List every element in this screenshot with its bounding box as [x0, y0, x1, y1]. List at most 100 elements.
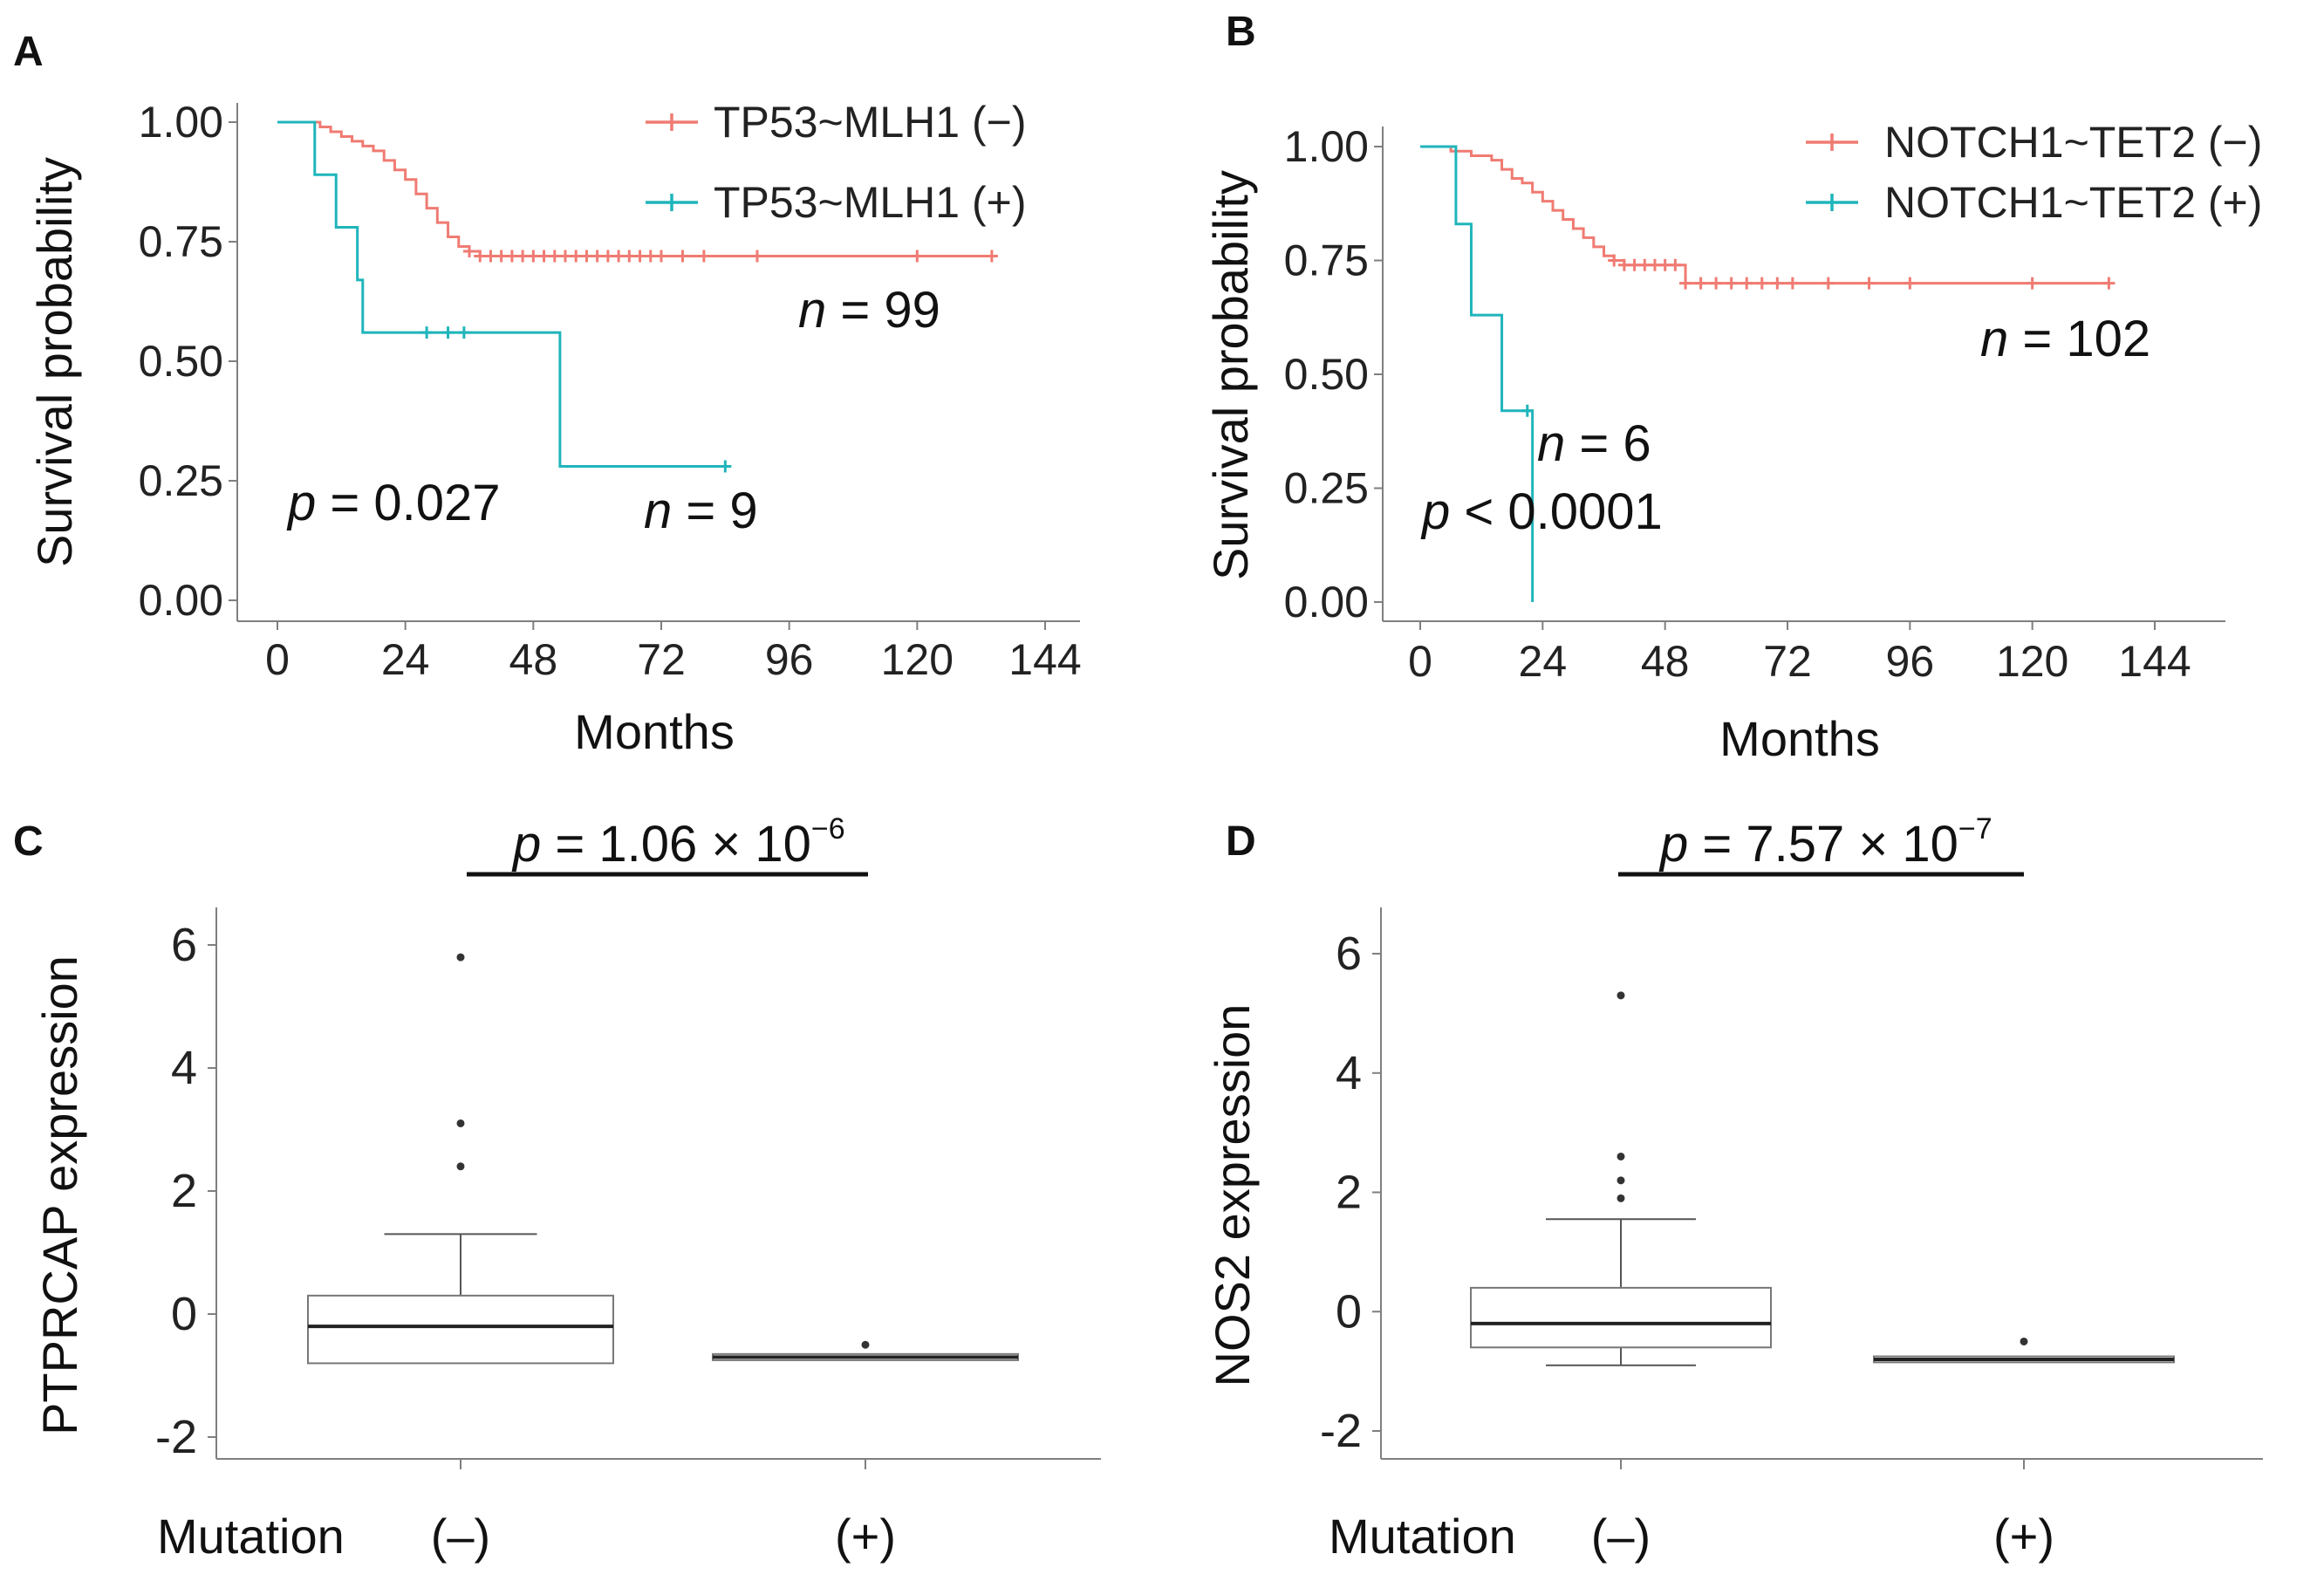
- panel-c-y-axis-title: PTPRCAP expression: [32, 955, 87, 1435]
- panel-a-y-tick-label: 0.75: [139, 217, 223, 266]
- panel-b-series-0-censor-mark: [1771, 277, 1784, 290]
- panel-b-series-0-censor-mark: [1822, 277, 1835, 290]
- panel-b-x-tick-label: 144: [2118, 637, 2191, 686]
- panel-a-legend-key-0: [646, 113, 698, 131]
- panel-c-box-0-outlier: [456, 1162, 465, 1171]
- panel-b-y-tick-label: 1.00: [1284, 122, 1369, 171]
- panel-d-x-axis-title: Mutation: [1329, 1509, 1516, 1564]
- panel-c-category-label-1: (+): [835, 1509, 896, 1564]
- panel-c-letter: C: [13, 818, 44, 865]
- panel-a-x-tick-label: 144: [1008, 635, 1081, 684]
- panel-b-x-tick-label: 96: [1886, 637, 1935, 686]
- panel-b-series-0-censor-mark: [1679, 277, 1692, 290]
- panel-b-x-tick-label: 48: [1641, 637, 1690, 686]
- panel-a-n-label-0: n = 99: [798, 282, 940, 339]
- panel-c-boxplot: C -2 0 2 4 6 PTPRCAP expression Mutation (–) (+)…: [13, 812, 1101, 1564]
- panel-c-box-0-outlier: [456, 953, 465, 962]
- panel-a-series-0-censor-mark: [505, 250, 518, 263]
- panel-a-x-axis-title: Months: [574, 704, 735, 759]
- panel-a-series-0-censor-mark: [474, 250, 487, 263]
- panel-a-series-0-censor-mark: [985, 250, 998, 263]
- panel-a-series-0-censor-mark: [612, 250, 625, 263]
- panel-b-p-value-annotation: p < 0.0001: [1420, 483, 1663, 540]
- panel-c-y-tick-label: 2: [171, 1165, 197, 1217]
- panel-d-y-tick-label: 4: [1336, 1047, 1362, 1099]
- panel-a-x-tick-label: 72: [637, 635, 686, 684]
- panel-a-series-0-censor-mark: [463, 244, 475, 257]
- panel-b-series-1-censor-mark: [1521, 404, 1534, 417]
- panel-b-x-tick-label: 72: [1763, 637, 1812, 686]
- panel-a-legend-label-1: TP53~MLH1 (+): [714, 178, 1026, 227]
- panel-d-p-value-title: p = 7.57 × 10−7: [1658, 812, 1992, 873]
- panel-b-series-0-censor-mark: [1658, 258, 1671, 271]
- panel-b-legend-label-0: NOTCH1~TET2 (−): [1884, 118, 2262, 167]
- panel-d-category-label-1: (+): [1993, 1509, 2054, 1564]
- panel-a-series-0-censor-mark: [591, 250, 604, 263]
- panel-a-x-tick-label: 24: [381, 635, 430, 684]
- panel-a-series-0-censor-mark: [495, 250, 508, 263]
- panel-a-series-0-censor-mark: [644, 250, 657, 263]
- panel-c-box-0-iqr: [307, 1294, 614, 1365]
- panel-a-series-0-censor-mark: [601, 250, 614, 263]
- panel-b-legend-key-1: [1806, 194, 1858, 211]
- panel-b-series-0-censor-mark: [1755, 277, 1768, 290]
- panel-a-series-0-censor-mark: [527, 250, 540, 263]
- panel-a-series-0-censor-mark: [697, 250, 710, 263]
- panel-a-series-0-censor-mark: [548, 250, 561, 263]
- panel-d-y-tick-label: 0: [1336, 1285, 1362, 1338]
- panel-a-n-label-1: n = 9: [644, 483, 758, 539]
- panel-b-letter: B: [1226, 9, 1256, 55]
- panel-a-series-1-censor-mark: [441, 326, 455, 339]
- panel-a-series-1-curve: [277, 120, 731, 469]
- panel-b-n-label-0: n = 102: [1980, 311, 2150, 367]
- panel-c-box-1-outlier: [861, 1340, 870, 1349]
- panel-b-km-plot: B 0.00 0.25 0.50 0.75 1.00 0 24 48 72 96 120 144 Sur…: [1203, 9, 2262, 766]
- panel-a-series-0-censor-mark: [911, 250, 924, 263]
- panel-b-legend-key-0: [1806, 133, 1858, 151]
- panel-a-series-0-censor-mark: [655, 250, 667, 263]
- panel-a-y-axis-title: Survival probability: [27, 157, 82, 567]
- panel-a-series-0-censor-mark: [516, 250, 530, 263]
- panel-c-y-tick-label: 6: [171, 919, 197, 971]
- panel-b-y-tick-label: 0.25: [1284, 464, 1369, 513]
- panel-b-series-0-censor-mark: [1740, 277, 1753, 290]
- panel-b-y-tick-label: 0.50: [1284, 350, 1369, 399]
- panel-b-series-0-censor-mark: [1608, 254, 1621, 267]
- panel-a-series-0-censor-mark: [633, 250, 646, 263]
- panel-c-y-tick-label: -2: [155, 1411, 197, 1463]
- panel-a-series-1-censor-mark: [420, 326, 434, 339]
- panel-b-series-0-censor-mark: [2026, 277, 2039, 290]
- panel-d-y-tick-label: 6: [1336, 928, 1362, 980]
- panel-a-series-0-censor-mark: [537, 250, 550, 263]
- panel-b-y-axis-title: Survival probability: [1203, 170, 1258, 580]
- panel-a-legend-label-0: TP53~MLH1 (−): [714, 98, 1026, 147]
- panel-b-x-tick-label: 24: [1519, 637, 1568, 686]
- panel-a-series-0-censor-mark: [580, 250, 593, 263]
- panel-a-series-0-censor-mark: [623, 250, 636, 263]
- panel-b-series-0-censor-mark: [1710, 277, 1723, 290]
- panel-a-km-plot: A 0.00 0.25 0.50 0.75 1.00 0 24 48 72 96 120 144 Sur…: [13, 29, 1082, 759]
- panel-a-y-tick-label: 0.25: [139, 456, 223, 505]
- panel-d-box-0-outlier: [1617, 1152, 1625, 1160]
- panel-a-x-tick-label: 96: [765, 635, 814, 684]
- panel-a-x-tick-label: 0: [265, 635, 290, 684]
- panel-d-box-1-outlier: [2020, 1337, 2028, 1345]
- panel-a-series-0-censor-mark: [751, 250, 763, 263]
- panel-b-series-0-censor-mark: [1648, 258, 1661, 271]
- panel-d-box-0-outlier: [1617, 991, 1625, 1000]
- panel-b-series-0-censor-mark: [1904, 277, 1917, 290]
- panel-a-series-0-censor-mark: [559, 250, 571, 263]
- panel-b-series-0-censor-mark: [1669, 258, 1682, 271]
- panel-a-series-0-censor-mark: [676, 250, 689, 263]
- panel-d-boxplot: D -2 0 2 4 6 NOS2 expression Mutation (–) (+) p =…: [1205, 812, 2263, 1564]
- panel-a-series-1-censor-mark: [719, 460, 732, 473]
- panel-b-x-axis-title: Months: [1719, 711, 1880, 766]
- panel-c-x-axis-title: Mutation: [157, 1509, 345, 1564]
- panel-a-legend-key-1: [646, 194, 698, 211]
- panel-d-category-label-0: (–): [1591, 1509, 1651, 1564]
- panel-d-box-0-outlier: [1617, 1176, 1625, 1185]
- panel-b-series-0-censor-mark: [1694, 277, 1707, 290]
- panel-b-x-tick-label: 120: [1996, 637, 2068, 686]
- panel-d-y-axis-title: NOS2 expression: [1205, 1004, 1260, 1387]
- panel-d-box-0-outlier: [1617, 1194, 1625, 1202]
